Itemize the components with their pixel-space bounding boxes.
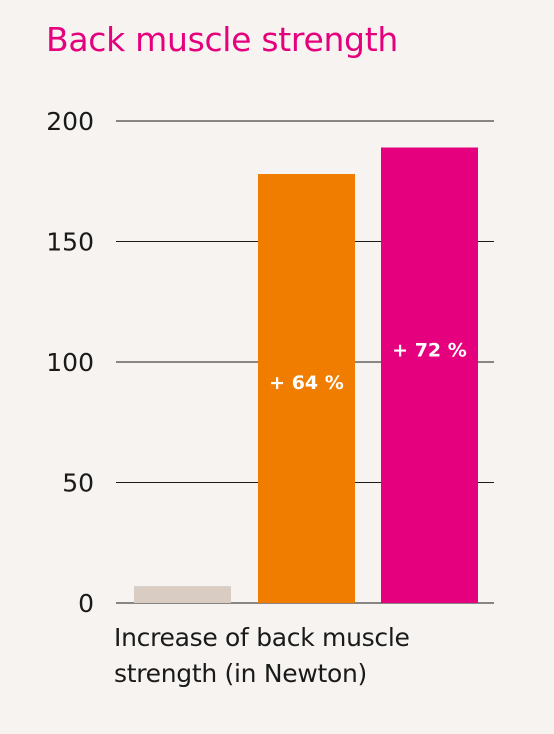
chart-title: Back muscle strength [46, 20, 398, 59]
bar-3 [381, 147, 478, 603]
x-axis-label: Increase of back muscle strength (in New… [114, 623, 410, 688]
y-tick-label: 150 [46, 228, 94, 257]
bar-labels: + 64 % + 72 % [269, 340, 467, 395]
y-tick-label: 0 [78, 589, 94, 618]
y-axis-ticks: 0 50 100 150 200 [46, 107, 94, 618]
y-tick-label: 50 [62, 469, 94, 498]
bar-2 [258, 174, 355, 603]
y-tick-label: 100 [46, 348, 94, 377]
y-tick-label: 200 [46, 107, 94, 136]
bar-3-label: + 72 % [392, 340, 467, 362]
bar-1 [134, 586, 231, 603]
bar-2-label: + 64 % [269, 372, 344, 394]
bars [134, 147, 478, 603]
